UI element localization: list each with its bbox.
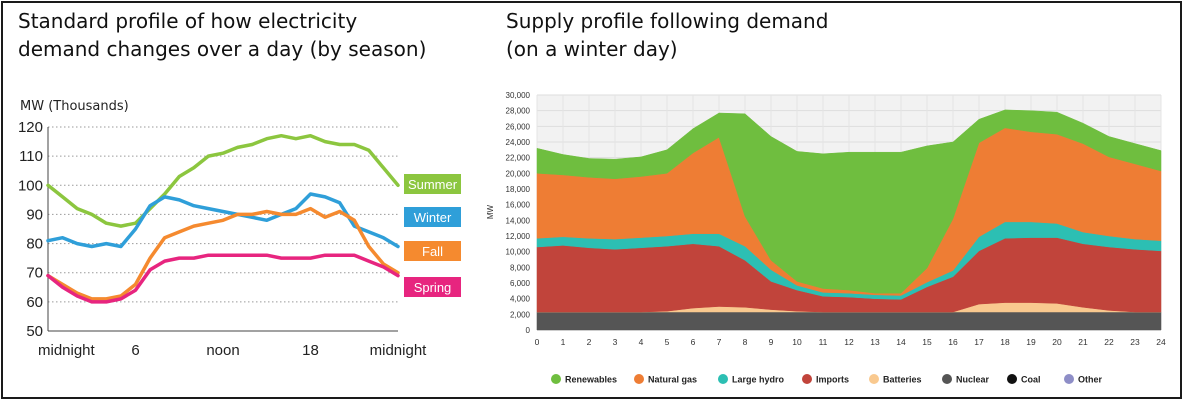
y-tick-label: 70 — [26, 265, 43, 282]
x-tick-label: 23 — [1130, 337, 1140, 347]
x-tick-label: 21 — [1078, 337, 1088, 347]
x-tick-label: 8 — [743, 337, 748, 347]
y-axis-label: MW (Thousands) — [20, 99, 129, 114]
x-tick-label: 17 — [974, 337, 984, 347]
y-tick-label: 0 — [526, 326, 531, 335]
y-tick-label: 110 — [19, 148, 43, 165]
y-tick-label: 28,000 — [506, 107, 531, 116]
legend-marker-renewables — [551, 374, 561, 384]
legend-label-natural-gas: Natural gas — [648, 375, 697, 385]
x-tick-label: 9 — [769, 337, 774, 347]
legend-marker-coal — [1007, 374, 1017, 384]
x-tick-label: 12 — [844, 337, 854, 347]
y-tick-label: 10,000 — [506, 248, 531, 257]
legend-marker-batteries — [869, 374, 879, 384]
legend-label-fall: Fall — [422, 244, 443, 259]
y-tick-label: 30,000 — [506, 91, 531, 100]
legend-marker-large-hydro — [718, 374, 728, 384]
x-tick-label: noon — [206, 342, 239, 359]
area-nuclear — [536, 311, 1162, 331]
x-tick-label: 11 — [819, 337, 828, 347]
y-tick-label: 22,000 — [506, 154, 531, 163]
legend-label-renewables: Renewables — [565, 375, 617, 385]
x-tick-label: 6 — [691, 337, 696, 347]
x-tick-label: 1 — [561, 337, 566, 347]
legend-label-large-hydro: Large hydro — [732, 375, 785, 385]
legend-swatch-spring — [404, 277, 461, 297]
x-tick-label: 20 — [1052, 337, 1062, 347]
y-tick-label: 20,000 — [506, 169, 531, 178]
legend-swatch-fall — [404, 241, 461, 261]
y-tick-label: 24,000 — [506, 138, 531, 147]
x-tick-label: 13 — [870, 337, 880, 347]
x-tick-label: 18 — [1000, 337, 1010, 347]
legend-swatch-summer — [404, 174, 461, 194]
legend-label-other: Other — [1078, 375, 1103, 385]
series-line-summer — [46, 133, 400, 228]
x-tick-label: midnight — [38, 342, 96, 359]
x-tick-label: 22 — [1104, 337, 1114, 347]
x-tick-label: midnight — [370, 342, 428, 359]
x-tick-label: 0 — [535, 337, 540, 347]
y-tick-label: 16,000 — [506, 201, 531, 210]
series-line-fall — [46, 206, 400, 301]
y-tick-label: 2,000 — [510, 310, 531, 319]
legend-label-batteries: Batteries — [883, 375, 922, 385]
legend-marker-natural-gas — [634, 374, 644, 384]
x-tick-label: 16 — [948, 337, 958, 347]
x-tick-label: 14 — [896, 337, 906, 347]
right-chart-title: Supply profile following demand (on a wi… — [506, 9, 829, 61]
x-tick-label: 19 — [1026, 337, 1036, 347]
legend-marker-nuclear — [942, 374, 952, 384]
y-tick-label: 100 — [18, 177, 43, 194]
x-tick-label: 24 — [1156, 337, 1166, 347]
y-tick-label: 50 — [26, 323, 43, 340]
legend-marker-other — [1064, 374, 1074, 384]
y-tick-label: 60 — [26, 294, 43, 311]
series-line-winter — [46, 192, 400, 249]
x-tick-label: 15 — [922, 337, 932, 347]
y-tick-label: 14,000 — [506, 216, 531, 225]
y-tick-label: 6,000 — [510, 279, 531, 288]
legend-label-summer: Summer — [408, 177, 458, 192]
x-tick-label: 6 — [131, 342, 139, 359]
y-tick-label: 4,000 — [510, 295, 531, 304]
y-tick-label: 120 — [18, 119, 43, 136]
y-tick-label: 80 — [26, 236, 43, 253]
seasonal-demand-chart: MW (Thousands) 50 60 70 80 90 100 110 120 midnigh… — [18, 99, 461, 359]
left-chart-title: Standard profile of how electricity dema… — [18, 9, 427, 61]
legend-label-winter: Winter — [414, 210, 452, 225]
y-tick-label: 12,000 — [506, 232, 531, 241]
y-tick-label: 26,000 — [506, 122, 531, 131]
series-line-spring — [46, 253, 400, 304]
x-tick-label: 5 — [665, 337, 670, 347]
y-tick-label: 18,000 — [506, 185, 531, 194]
legend-label-imports: Imports — [816, 375, 849, 385]
x-tick-label: 4 — [639, 337, 644, 347]
y-tick-label: 8,000 — [510, 263, 531, 272]
legend-label-coal: Coal — [1021, 375, 1041, 385]
legend-label-nuclear: Nuclear — [956, 375, 990, 385]
x-tick-label: 3 — [613, 337, 618, 347]
x-tick-label: 2 — [587, 337, 592, 347]
y-tick-label: 90 — [26, 206, 43, 223]
x-tick-label: 7 — [717, 337, 722, 347]
legend-label-spring: Spring — [414, 280, 452, 295]
x-tick-label: 18 — [302, 342, 319, 359]
legend-swatch-winter — [404, 207, 461, 227]
area-renewables — [536, 109, 1162, 294]
y-axis-label: MW — [486, 204, 495, 219]
legend-marker-imports — [802, 374, 812, 384]
x-tick-label: 10 — [792, 337, 802, 347]
